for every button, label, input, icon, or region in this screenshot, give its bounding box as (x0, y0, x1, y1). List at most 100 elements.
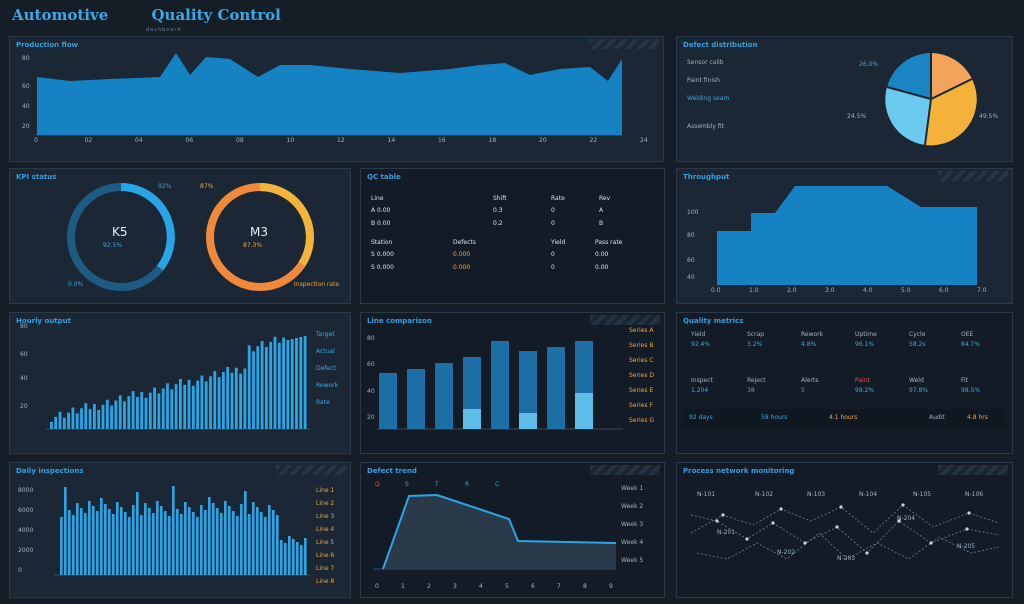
qc-table-panel[interactable]: QC table Line Shift Rate Rev A 0.00 0.3 0 A B 0.… (360, 168, 665, 304)
bar (72, 515, 75, 575)
bar (76, 503, 79, 575)
legend-item: Target (316, 331, 335, 338)
bar (268, 505, 271, 575)
kpi-gauges-panel[interactable]: KPI status K5 92.5% 92% 0.0% M3 87.3% 87… (9, 168, 351, 304)
bar (62, 417, 66, 429)
x-tick: 4 (479, 583, 483, 590)
y-tick: 100 (687, 209, 699, 216)
panel-title: KPI status (16, 173, 57, 181)
y-tick: 80 (687, 232, 695, 239)
y-tick: 0 (18, 567, 22, 574)
bar (290, 339, 294, 429)
bar (204, 381, 208, 429)
bar (303, 336, 307, 429)
bar (168, 516, 171, 575)
daily-inspections-panel[interactable]: Daily inspections 8000 6000 4000 2000 0 … (9, 462, 351, 598)
x-tick: 7 (557, 583, 561, 590)
bar (75, 413, 79, 429)
top-legend-item: T (435, 481, 439, 488)
table-cell: A (599, 207, 604, 214)
hourly-output-panel[interactable]: Hourly output 80 60 40 20 Target Actual De… (9, 312, 351, 454)
bar (216, 508, 219, 575)
bar (144, 397, 148, 429)
legend-item: Series D (629, 372, 654, 379)
summary-item: 58 hours (761, 414, 788, 421)
line-comparison-panel[interactable]: Line comparison 80 60 40 20 Series A Seri… (360, 312, 665, 454)
panel-menu-stripes[interactable] (938, 171, 1008, 181)
metric-value: 1,204 (691, 387, 709, 394)
defect-distribution-panel[interactable]: Defect distribution Sensor calib Paint f… (676, 36, 1013, 162)
bar (101, 404, 105, 429)
x-tick: 08 (236, 137, 244, 144)
quality-metrics-panel[interactable]: Quality metrics Yield Scrap Rework Uptime Cy… (676, 312, 1013, 454)
x-tick: 8 (583, 583, 587, 590)
bar-segment (575, 393, 593, 429)
x-tick: 06 (185, 137, 194, 144)
panel-menu-stripes[interactable] (938, 465, 1008, 475)
x-tick: 1 (401, 583, 405, 590)
node-label: N-203 (837, 555, 856, 562)
bar (256, 346, 260, 429)
bar (80, 508, 83, 575)
legend-item: Week 1 (621, 485, 644, 492)
bar (131, 391, 135, 429)
legend-item: Series F (629, 402, 653, 409)
legend-item: Sensor calib (687, 59, 724, 66)
throughput-panel[interactable]: Throughput 100 80 60 40 0.0 1.0 2.0 3.0 4.0 5… (676, 168, 1013, 304)
bar (304, 538, 307, 575)
bar (264, 517, 267, 575)
network-monitor-panel[interactable]: Process network monitoring N-101 N-102 N-1… (676, 462, 1013, 598)
bar (234, 367, 238, 429)
panel-title: Process network monitoring (683, 467, 795, 475)
subtitle: dashboard (146, 27, 182, 33)
node-label: N-104 (859, 491, 878, 498)
pie-chart (885, 53, 977, 146)
app-title: Automotive Quality Control (12, 6, 281, 24)
pie-label-top: 26.0% (859, 61, 879, 68)
bar-segment (463, 409, 481, 429)
bar (269, 341, 273, 429)
y-tick: 60 (367, 361, 375, 368)
table-cell: 0 (551, 264, 555, 271)
panel-menu-stripes[interactable] (589, 39, 659, 49)
y-tick: 40 (22, 103, 30, 110)
legend-item: Week 2 (621, 503, 644, 510)
defect-trend-panel[interactable]: Defect trend Q S T R C 0 1 2 3 4 5 6 7 8 9 Week 1 Week… (360, 462, 665, 598)
node-label: N-205 (957, 543, 976, 550)
bar (284, 543, 287, 575)
panel-menu-stripes[interactable] (590, 465, 660, 475)
panel-menu-stripes[interactable] (590, 315, 660, 325)
bar (170, 389, 174, 429)
table-cell: 0 (551, 251, 555, 258)
summary-item: 4.8 hrs (967, 414, 988, 421)
bar (104, 504, 107, 575)
bar (280, 540, 283, 575)
bar (120, 507, 123, 575)
bar (204, 510, 207, 575)
bar (93, 404, 96, 429)
top-legend-item: Q (375, 481, 380, 488)
network-graph (690, 503, 1000, 560)
bar (224, 501, 227, 575)
gauge-right-top: 87% (200, 183, 214, 190)
bar (196, 380, 199, 429)
panel-menu-stripes[interactable] (276, 465, 346, 475)
production-flow-panel[interactable]: Production flow 80 60 40 20 0 02 04 06 08 10 1… (9, 36, 664, 162)
bar (140, 391, 144, 429)
x-tick: 22 (589, 137, 598, 144)
gauge-left-bottom: 0.0% (68, 281, 84, 288)
table-cell: B 0.00 (371, 220, 391, 227)
x-tick: 7.0 (977, 287, 987, 294)
x-tick: 2.0 (787, 287, 797, 294)
table-cell: 0.00 (595, 264, 609, 271)
top-legend-item: C (495, 481, 500, 488)
bar (239, 373, 242, 429)
gauge-left-sub: 92.5% (103, 242, 123, 249)
hourly-bar-chart (46, 336, 310, 430)
y-tick: 40 (687, 274, 695, 281)
bar (166, 383, 169, 429)
bar (240, 504, 243, 575)
bar (152, 513, 155, 575)
bar (114, 400, 118, 429)
metric-label: Alerts (801, 377, 819, 384)
